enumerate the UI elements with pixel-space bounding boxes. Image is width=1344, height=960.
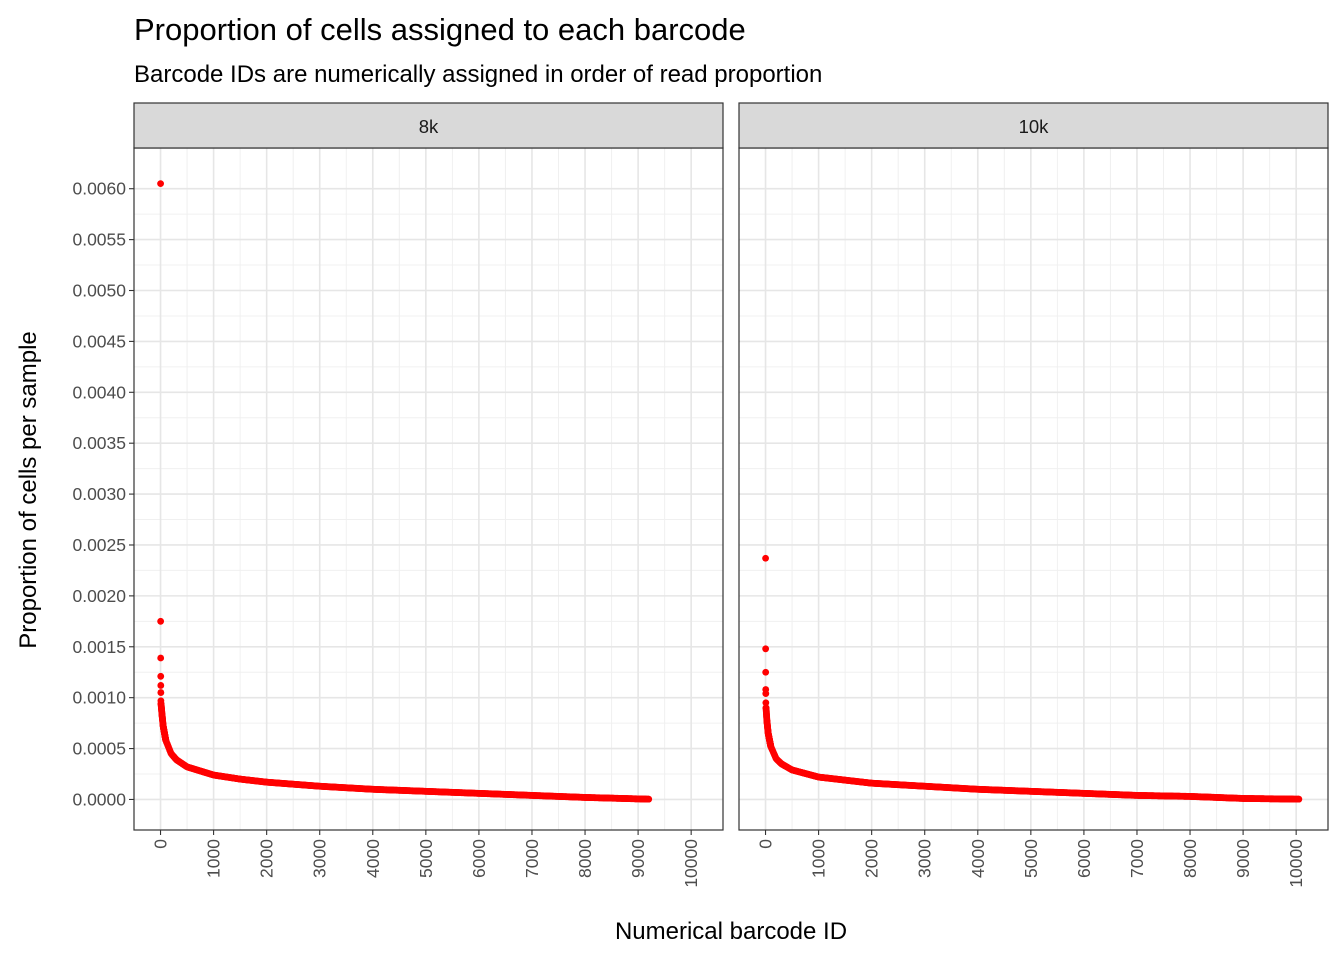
y-tick-label: 0.0030	[72, 484, 126, 504]
panel-background	[134, 148, 723, 830]
x-tick-label: 6000	[1074, 839, 1094, 878]
y-tick-label: 0.0015	[72, 637, 126, 657]
y-tick-label: 0.0025	[72, 535, 126, 555]
x-tick-label: 1000	[809, 839, 829, 878]
x-tick-label: 7000	[522, 839, 542, 878]
x-tick-label: 0	[756, 839, 776, 849]
y-tick-label: 0.0035	[72, 433, 126, 453]
data-point	[157, 617, 165, 625]
y-tick-label: 0.0045	[72, 331, 126, 351]
data-point	[762, 645, 770, 653]
y-tick-label: 0.0010	[72, 688, 126, 708]
x-tick-label: 10000	[681, 839, 701, 888]
data-point	[645, 795, 653, 803]
y-tick-label: 0.0040	[72, 382, 126, 402]
x-tick-label: 3000	[310, 839, 330, 878]
x-tick-label: 7000	[1127, 839, 1147, 878]
data-points	[762, 554, 1303, 803]
x-tick-label: 0	[151, 839, 171, 849]
y-axis: 0.0000 0.0005 0.0010 0.0015 0.0020 0.0025 0.00…	[72, 179, 134, 809]
x-tick-label: 2000	[257, 839, 277, 878]
y-tick-label: 0.0005	[72, 739, 126, 759]
x-tick-label: 2000	[862, 839, 882, 878]
x-tick-label: 1000	[204, 839, 224, 878]
facet-panel-10k: 10k 0 1000 2000 3000 4000 5000 6000 7000 8000 9000…	[738, 102, 1329, 888]
y-axis-title: Proportion of cells per sample	[15, 331, 42, 648]
data-point	[157, 682, 165, 689]
data-point	[157, 689, 165, 696]
y-tick-label: 0.0055	[72, 230, 126, 250]
x-tick-label: 3000	[915, 839, 935, 878]
x-tick-label: 5000	[1021, 839, 1041, 878]
facet-strip	[133, 102, 724, 149]
x-tick-label: 4000	[363, 839, 383, 878]
x-tick-label: 5000	[416, 839, 436, 878]
facet-strip	[738, 102, 1329, 149]
facet-strip-label: 8k	[419, 116, 439, 137]
facet-panels: 8k0 1000 2000 3000 4000 5000 6000 7000 8000 9000 1…	[133, 102, 1329, 888]
x-tick-label: 8000	[1180, 839, 1200, 878]
y-tick-label: 0.0060	[72, 179, 126, 199]
chart-subtitle: Barcode IDs are numerically assigned in …	[134, 61, 822, 88]
data-point	[762, 668, 770, 676]
chart-title: Proportion of cells assigned to each bar…	[134, 12, 746, 47]
facet-strip-label: 10k	[1019, 116, 1050, 137]
y-tick-label: 0.0020	[72, 586, 126, 606]
x-tick-label: 9000	[628, 839, 648, 878]
x-tick-label: 9000	[1233, 839, 1253, 878]
x-tick-label: 10000	[1286, 839, 1306, 888]
data-point	[157, 180, 164, 188]
x-tick-label: 6000	[469, 839, 489, 878]
data-points	[157, 180, 653, 803]
data-point	[762, 554, 769, 562]
data-point	[762, 699, 770, 707]
data-point	[762, 690, 770, 697]
x-tick-label: 8000	[575, 839, 595, 878]
panel-background	[739, 148, 1328, 830]
data-point	[157, 697, 165, 705]
data-point	[157, 654, 165, 662]
y-tick-label: 0.0050	[72, 281, 126, 301]
data-point	[1295, 795, 1303, 803]
x-axis-title: Numerical barcode ID	[615, 918, 847, 945]
data-point	[157, 672, 165, 680]
x-tick-label: 4000	[968, 839, 988, 878]
y-tick-label: 0.0000	[72, 789, 126, 809]
facet-panel-8k: 8k 0 1000 2000 3000 4000 5000 6000 7000 8000 9000 1…	[133, 102, 724, 888]
